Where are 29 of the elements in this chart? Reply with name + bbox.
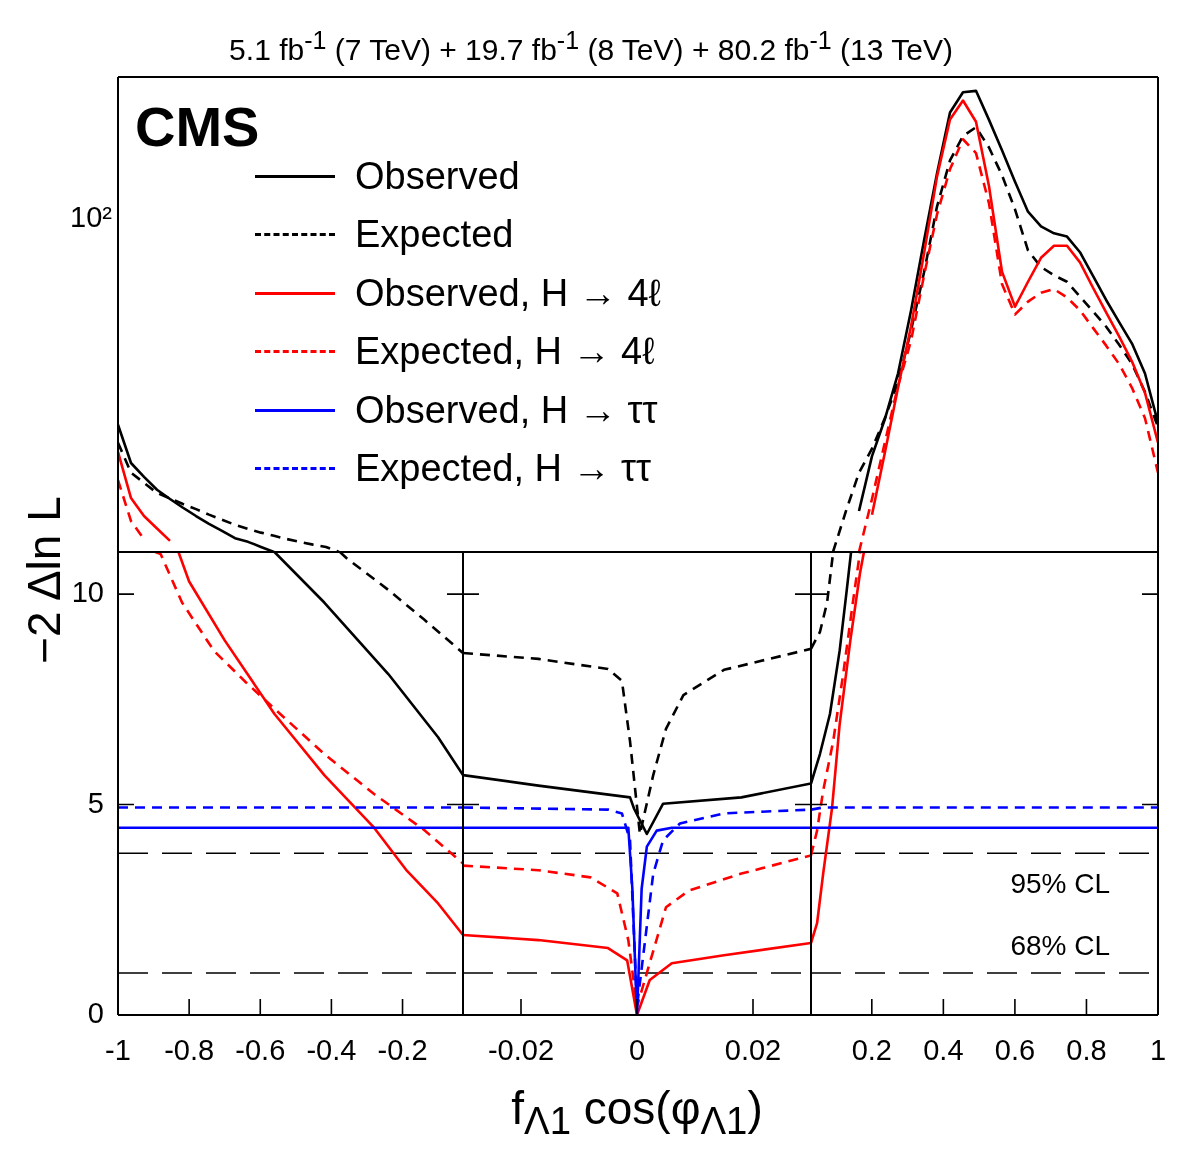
x-tick-label: -0.4 [306, 1034, 357, 1067]
y-tick-label: 5 [87, 786, 104, 819]
y-axis-title: −2 Δln L [18, 496, 70, 664]
legend-label: Observed [355, 154, 520, 198]
text: Observed, H → ττ [355, 388, 658, 431]
annotation: CMS [135, 95, 260, 158]
x-tick-label: -0.6 [235, 1034, 286, 1067]
y-tick-label: 10 [71, 576, 104, 609]
annotation: 10² [70, 200, 112, 233]
x-tick-label: 0.6 [994, 1034, 1036, 1067]
x-axis-title: f$_{Λ1}$ cos(φ$_{Λ1}$) [511, 1082, 763, 1143]
legend-label: Observed, H → 4ℓ [355, 271, 661, 315]
x-tick-label: 0.2 [851, 1034, 892, 1067]
text: Expected, H → ττ [355, 447, 652, 490]
ref-line-label: 68% CL [1010, 929, 1110, 961]
x-tick-label: -0.02 [487, 1034, 555, 1067]
x-tick-label: 0.02 [724, 1034, 782, 1067]
x-tick-label: 0 [628, 1034, 646, 1067]
x-tick-label: 1 [1149, 1034, 1167, 1067]
ref-line-label: 95% CL [1010, 868, 1110, 900]
x-tick-label: 0.4 [923, 1034, 964, 1067]
x-tick-label: 0.8 [1066, 1034, 1107, 1067]
chart-title: 5.1 fb$^{-1}$ (7 TeV) + 19.7 fb$^{-1}$ (8 TeV) + 80.2 fb$^{-1}$ (13 TeV) [228, 26, 954, 66]
y-tick-label: 0 [87, 997, 104, 1029]
x-tick-label: -0.2 [377, 1034, 428, 1067]
x-tick-label: -0.8 [164, 1034, 215, 1067]
legend-label: Expected, H → 4ℓ [355, 330, 655, 374]
x-tick-label: -1 [105, 1034, 131, 1067]
legend-label: Expected [355, 213, 514, 257]
